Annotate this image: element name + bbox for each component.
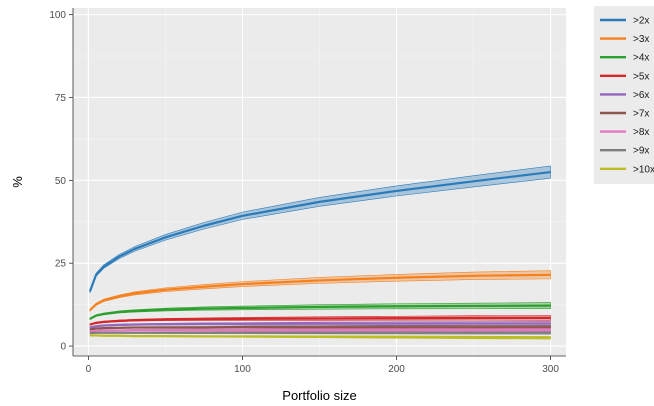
- series-line-3x: [89, 273, 551, 312]
- x-tick-label: 300: [542, 364, 559, 375]
- legend-entry-label: >5x: [633, 71, 649, 82]
- y-tick-label: 100: [49, 10, 66, 21]
- series-line-5x: [89, 316, 551, 326]
- x-axis-label: Portfolio size: [282, 388, 356, 403]
- legend-entry-label: >4x: [633, 53, 649, 64]
- y-axis-label: %: [10, 176, 25, 188]
- tick-labels: 0 25 50 75 100 0 100 200 300: [49, 10, 559, 375]
- series-lines: [88, 170, 551, 339]
- legend-entry-label: >3x: [633, 34, 649, 45]
- legend-entry-label: >7x: [633, 109, 649, 120]
- legend-entry-label: >6x: [633, 90, 649, 101]
- y-tick-label: 75: [55, 93, 67, 104]
- series-line-4x: [89, 304, 551, 320]
- series-line-7x: [89, 326, 551, 331]
- series-line-10x: [89, 334, 551, 339]
- legend-entry-label: >8x: [633, 127, 649, 138]
- x-tick-label: 100: [234, 364, 251, 375]
- y-tick-label: 0: [60, 342, 66, 353]
- legend-entry-label: >2x: [633, 16, 649, 27]
- series-line-8x: [89, 329, 551, 333]
- legend-entry-label: >9x: [633, 146, 649, 157]
- series-line-2x: [88, 170, 551, 292]
- legend: >2x >3x >4x >5x >6x >7x >8x >9x >10x: [594, 6, 654, 184]
- legend-entry-label: >10x: [633, 164, 654, 175]
- y-tick-label: 25: [55, 259, 67, 270]
- x-tick-label: 200: [388, 364, 405, 375]
- axes: [69, 8, 566, 360]
- x-tick-label: 0: [86, 364, 92, 375]
- series-line-6x: [89, 322, 551, 329]
- y-tick-label: 50: [55, 176, 67, 187]
